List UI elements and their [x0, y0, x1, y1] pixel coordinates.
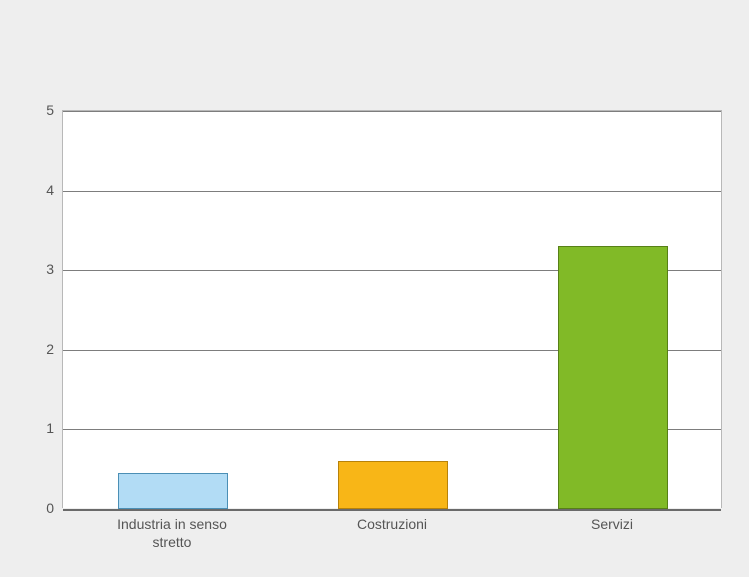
- y-tick-label: 0: [28, 500, 54, 516]
- bar: [338, 461, 448, 509]
- y-tick-label: 5: [28, 102, 54, 118]
- bar: [558, 246, 668, 509]
- x-tick-label: Costruzioni: [282, 516, 502, 534]
- y-tick-label: 4: [28, 182, 54, 198]
- y-tick-label: 2: [28, 341, 54, 357]
- bar-chart: 0 1 2 3 4 5 Industria in sensostrettoCostruzio…: [0, 0, 749, 577]
- x-tick-label: Industria in sensostretto: [62, 516, 282, 551]
- y-tick-label: 3: [28, 261, 54, 277]
- gridline: [63, 191, 721, 192]
- plot-area: [62, 110, 722, 508]
- x-tick-label: Servizi: [502, 516, 722, 534]
- y-tick-label: 1: [28, 420, 54, 436]
- gridline: [63, 111, 721, 112]
- bar: [118, 473, 228, 509]
- x-axis-baseline: [63, 509, 721, 511]
